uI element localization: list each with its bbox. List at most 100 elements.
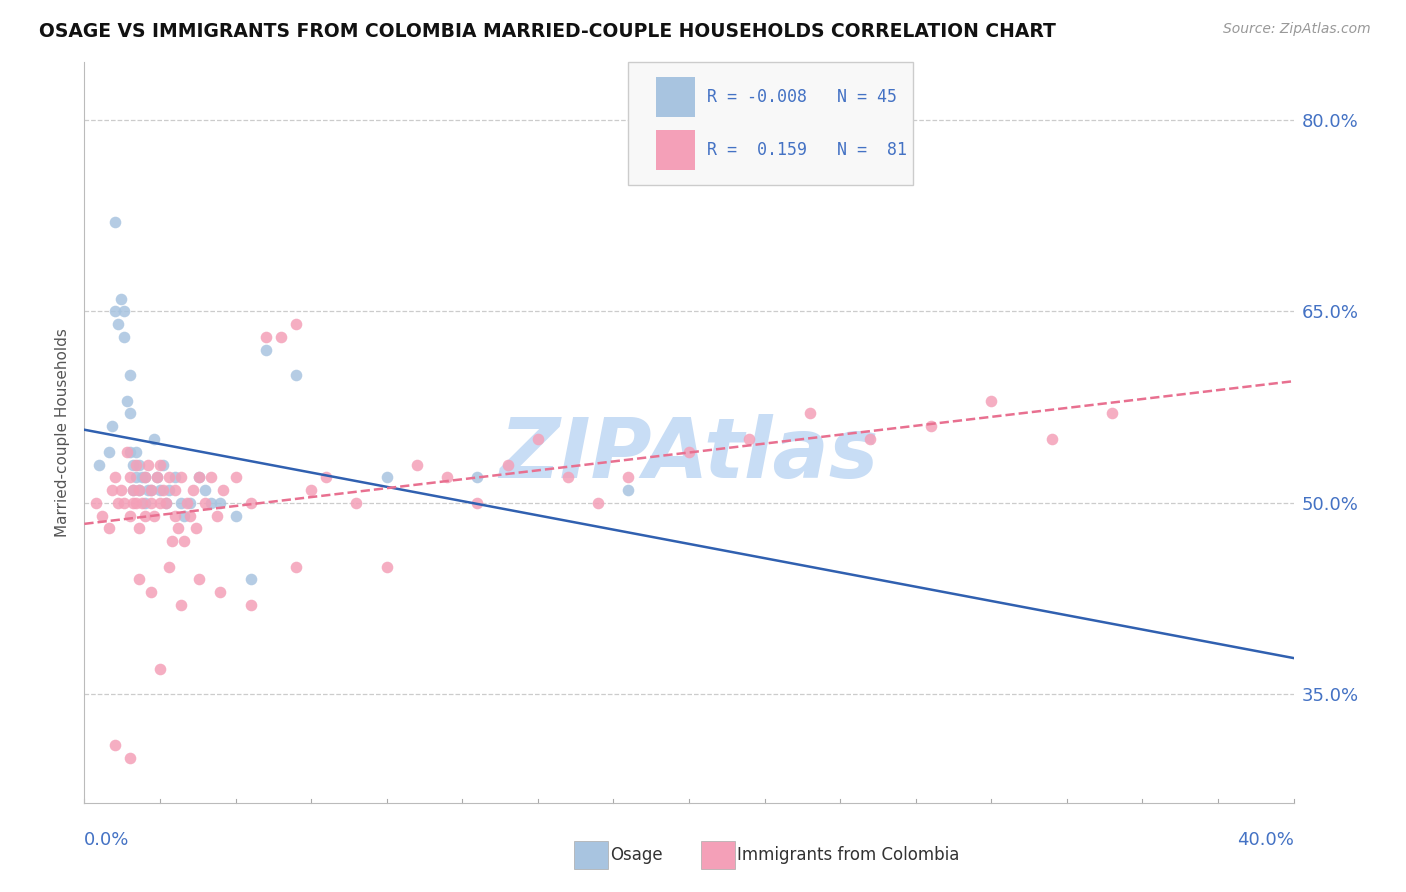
Point: [315, 470, 337, 484]
Point: [128, 483, 150, 497]
Text: Source: ZipAtlas.com: Source: ZipAtlas.com: [1223, 22, 1371, 37]
Point: [285, 368, 308, 383]
Point: [173, 508, 195, 523]
Point: [170, 470, 193, 484]
Point: [157, 483, 180, 497]
Point: [121, 483, 143, 497]
Point: [165, 483, 187, 497]
Y-axis label: Married-couple Households: Married-couple Households: [55, 328, 70, 537]
Point: [104, 304, 127, 318]
Point: [225, 508, 247, 523]
Text: R =  0.159   N =  81: R = 0.159 N = 81: [707, 141, 907, 159]
Point: [112, 496, 135, 510]
Point: [139, 496, 162, 510]
Point: [125, 444, 148, 458]
Point: [104, 739, 127, 753]
Point: [142, 432, 165, 446]
Point: [859, 432, 882, 446]
Point: [527, 432, 550, 446]
Point: [128, 573, 150, 587]
Point: [86, 496, 108, 510]
Point: [678, 444, 700, 458]
Point: [557, 470, 579, 484]
Point: [118, 508, 141, 523]
Point: [91, 508, 114, 523]
Point: [118, 444, 141, 458]
Point: [128, 458, 150, 472]
Point: [188, 573, 211, 587]
Point: [346, 496, 368, 510]
Point: [115, 393, 138, 408]
Text: 0.0%: 0.0%: [84, 831, 129, 849]
Point: [170, 496, 193, 510]
Point: [212, 483, 235, 497]
Point: [375, 559, 398, 574]
Point: [121, 496, 143, 510]
Text: OSAGE VS IMMIGRANTS FROM COLOMBIA MARRIED-COUPLE HOUSEHOLDS CORRELATION CHART: OSAGE VS IMMIGRANTS FROM COLOMBIA MARRIE…: [39, 22, 1056, 41]
Point: [134, 496, 156, 510]
Point: [738, 432, 761, 446]
Point: [1040, 432, 1063, 446]
Point: [97, 521, 120, 535]
Point: [285, 317, 308, 331]
Point: [149, 662, 172, 676]
Point: [100, 419, 122, 434]
Point: [194, 483, 217, 497]
Point: [155, 496, 177, 510]
Text: ZIPAtlas: ZIPAtlas: [499, 414, 879, 495]
Bar: [657, 77, 695, 118]
Point: [188, 470, 211, 484]
Text: R = -0.008   N = 45: R = -0.008 N = 45: [707, 88, 897, 106]
Point: [200, 496, 222, 510]
Point: [194, 496, 217, 510]
Point: [121, 458, 143, 472]
Point: [588, 496, 610, 510]
Point: [496, 458, 519, 472]
Text: Osage: Osage: [610, 847, 664, 864]
Point: [155, 496, 177, 510]
Point: [125, 458, 148, 472]
Point: [181, 483, 204, 497]
Point: [617, 470, 640, 484]
Point: [406, 458, 429, 472]
Point: [100, 483, 122, 497]
Point: [139, 483, 162, 497]
Point: [131, 470, 153, 484]
Point: [149, 458, 172, 472]
Point: [146, 470, 169, 484]
Point: [436, 470, 458, 484]
Point: [225, 470, 247, 484]
Point: [97, 444, 120, 458]
Point: [118, 407, 141, 421]
Point: [617, 483, 640, 497]
Point: [115, 444, 138, 458]
FancyBboxPatch shape: [628, 62, 912, 185]
Point: [188, 470, 211, 484]
Point: [128, 521, 150, 535]
Point: [157, 470, 180, 484]
Point: [920, 419, 942, 434]
Point: [1101, 407, 1123, 421]
Point: [167, 521, 190, 535]
Point: [270, 330, 292, 344]
Point: [239, 573, 262, 587]
Point: [112, 304, 135, 318]
Point: [118, 470, 141, 484]
Point: [254, 343, 277, 357]
Point: [134, 470, 156, 484]
Point: [179, 496, 201, 510]
Point: [136, 458, 159, 472]
Point: [980, 393, 1002, 408]
Point: [104, 470, 127, 484]
Point: [209, 496, 232, 510]
Point: [121, 483, 143, 497]
Point: [209, 585, 232, 599]
Point: [104, 215, 127, 229]
Point: [107, 317, 129, 331]
Point: [118, 751, 141, 765]
Point: [239, 598, 262, 612]
Bar: [702, 841, 735, 870]
Point: [149, 496, 172, 510]
Point: [239, 496, 262, 510]
Point: [142, 508, 165, 523]
